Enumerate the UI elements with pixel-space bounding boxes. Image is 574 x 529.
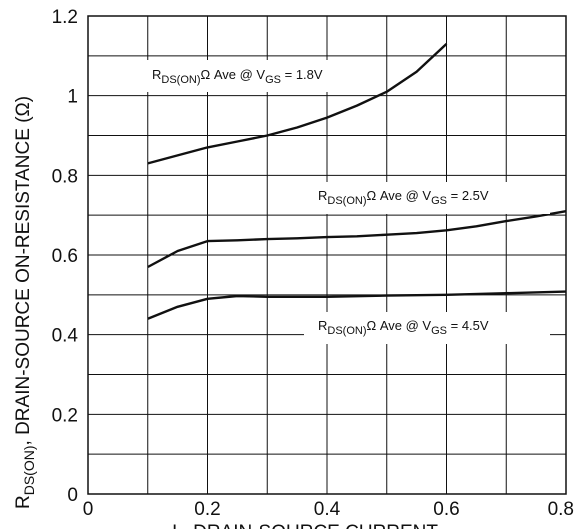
annotations: RDS(ON)Ω Ave @ VGS = 1.8V RDS(ON)Ω Ave @ … — [140, 60, 550, 344]
x-tick-label: 0.8 — [548, 499, 574, 520]
x-tick-label: 0.4 — [314, 499, 341, 520]
series-group — [147, 43, 567, 320]
series-line-1 — [147, 43, 448, 165]
y-tick-label: 0.8 — [52, 166, 78, 187]
series-label-bg — [140, 60, 336, 92]
y-axis-label: RDS(ON), DRAIN-SOURCE ON-RESISTANCE (Ω) — [13, 96, 37, 509]
series-label-3: RDS(ON)Ω Ave @ VGS = 4.5V — [318, 318, 489, 337]
series-label-1: RDS(ON)Ω Ave @ VGS = 1.8V — [152, 67, 323, 86]
x-tick-label: 0.2 — [194, 499, 220, 520]
y-tick-label: 1.2 — [52, 7, 78, 28]
x-tick-label: 0.6 — [433, 499, 459, 520]
x-axis-label: I , DRAIN-SOURCE CURRENT — [172, 522, 438, 529]
plot-frame — [87, 15, 567, 495]
series-label-2: RDS(ON)Ω Ave @ VGS = 2.5V — [318, 188, 489, 207]
series-line-3 — [147, 290, 567, 320]
tick-labels: 0 0.2 0.4 0.6 0.8 0 0.2 0.4 0.6 0.8 1 1.2 — [52, 7, 574, 520]
y-tick-label: 1 — [67, 87, 78, 108]
series-label-bg — [304, 182, 550, 214]
series-label-bg — [304, 312, 550, 344]
y-tick-label: 0.6 — [52, 246, 78, 267]
series-line-2 — [147, 210, 567, 269]
y-tick-label: 0 — [67, 485, 78, 506]
axes — [87, 15, 567, 495]
y-tick-label: 0.4 — [52, 326, 79, 347]
grid — [88, 16, 566, 494]
y-tick-label: 0.2 — [52, 405, 78, 426]
x-tick-label: 0 — [83, 499, 94, 520]
